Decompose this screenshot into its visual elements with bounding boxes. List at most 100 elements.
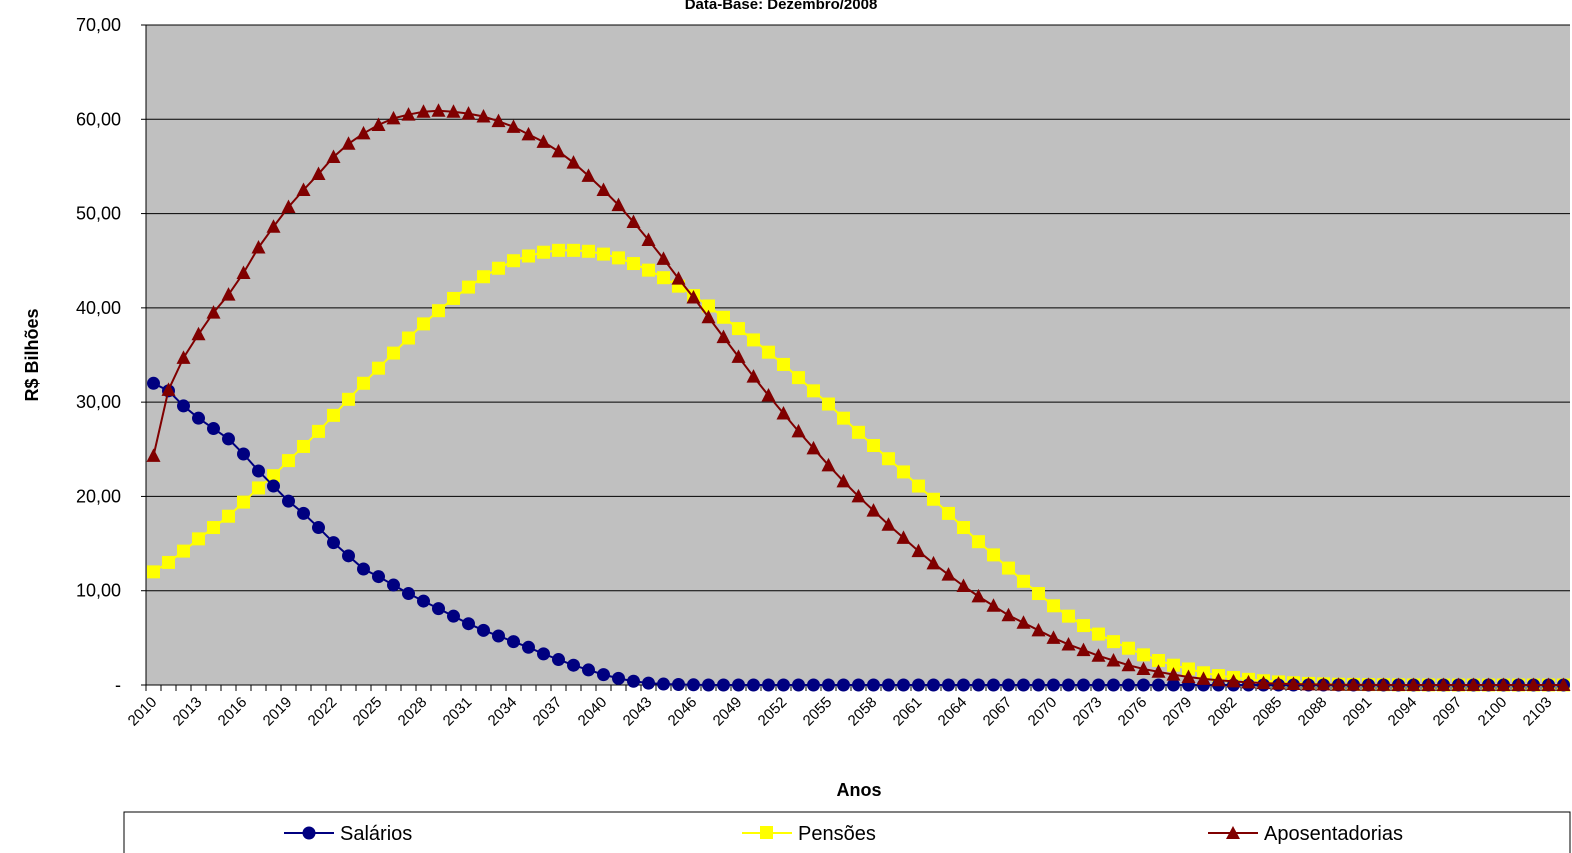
x-tick-label: 2010 [125, 694, 161, 730]
x-tick-label: 2028 [395, 694, 431, 730]
data-point [1182, 662, 1195, 676]
data-point [1122, 678, 1135, 692]
data-point [851, 488, 866, 503]
data-point [1092, 627, 1105, 641]
data-point [807, 384, 820, 398]
data-point [551, 143, 566, 158]
x-tick-label: 2034 [485, 694, 521, 730]
data-point [807, 678, 820, 692]
x-tick-label: 2082 [1205, 694, 1241, 730]
data-point [417, 317, 430, 331]
data-point [732, 678, 745, 692]
y-tick-label: 20,00 [76, 486, 121, 506]
x-tick-label: 2019 [260, 694, 296, 730]
data-point [1152, 653, 1165, 667]
x-tick-label: 2079 [1160, 694, 1196, 730]
data-point [1466, 677, 1481, 691]
data-point [492, 629, 505, 643]
data-point [1077, 678, 1090, 692]
data-point [416, 104, 431, 118]
y-axis-title: R$ Bilhões [22, 308, 42, 401]
data-point [626, 214, 641, 229]
data-point [1076, 642, 1091, 657]
data-point [1032, 587, 1045, 601]
data-point [417, 594, 430, 608]
data-point [836, 473, 851, 488]
data-point [1016, 615, 1031, 629]
data-point [1002, 678, 1015, 692]
data-point [957, 678, 970, 692]
data-point [386, 110, 401, 125]
legend-label-pensoes: Pensões [798, 823, 876, 845]
data-point [237, 447, 250, 461]
data-point [761, 388, 776, 402]
x-axis-ticks: 2010 2013 2016 2019 2022 2025 2028 2031 2034 2037… [125, 685, 1557, 730]
data-point [1226, 673, 1241, 688]
x-tick-label: 2013 [170, 694, 206, 730]
legend-item-pensoes: Pensões [742, 823, 876, 845]
data-point [597, 247, 610, 261]
data-point [882, 452, 895, 466]
data-point [236, 265, 251, 279]
data-point [357, 376, 370, 390]
data-point [612, 251, 625, 265]
data-point [867, 439, 880, 453]
data-point [746, 369, 761, 383]
x-tick-label: 2037 [530, 694, 566, 730]
data-point [1406, 677, 1421, 691]
data-point [971, 588, 986, 603]
data-point [596, 182, 611, 196]
x-tick-label: 2070 [1025, 694, 1061, 730]
data-point [581, 168, 596, 182]
data-point [986, 598, 1001, 612]
data-point [927, 492, 940, 506]
data-point [806, 440, 821, 455]
x-tick-label: 2016 [215, 694, 251, 730]
legend-label-salarios: Salários [340, 823, 412, 845]
data-point [657, 271, 670, 285]
data-point [1301, 676, 1316, 691]
x-tick-label: 2067 [980, 694, 1016, 730]
data-point [282, 454, 295, 468]
data-point [252, 464, 265, 478]
data-point [821, 457, 836, 472]
x-tick-label: 2076 [1115, 694, 1151, 730]
data-point [372, 361, 385, 375]
data-point [701, 309, 716, 324]
data-point [822, 397, 835, 411]
x-tick-label: 2100 [1475, 694, 1511, 730]
gridlines [146, 24, 1570, 592]
x-tick-label: 2022 [305, 694, 341, 730]
data-point [492, 261, 505, 275]
data-point [446, 104, 461, 118]
data-point [912, 678, 925, 692]
data-point [1556, 677, 1571, 691]
x-tick-label: 2061 [890, 694, 926, 730]
x-tick-label: 2049 [710, 694, 746, 730]
data-point [642, 263, 655, 277]
data-point [251, 240, 266, 254]
data-point [1107, 635, 1120, 649]
data-point [477, 623, 490, 637]
data-point [1047, 599, 1060, 613]
y-tick-label: 40,00 [76, 298, 121, 318]
data-point [687, 678, 700, 692]
data-point [1211, 672, 1226, 687]
data-point [566, 155, 581, 169]
x-tick-label: 2085 [1250, 694, 1286, 730]
data-point [191, 326, 206, 341]
data-point [987, 548, 1000, 562]
data-point [522, 249, 535, 263]
y-tick-label: - [115, 675, 121, 695]
data-point [267, 469, 280, 483]
data-point [146, 448, 161, 462]
chart-title: Data-Base: Dezembro/2008 [685, 0, 878, 13]
data-point [567, 658, 580, 672]
data-point [1331, 677, 1346, 691]
data-point [792, 678, 805, 692]
y-tick-label: 50,00 [76, 204, 121, 224]
data-point [371, 117, 386, 131]
data-point [267, 479, 280, 493]
data-point [1062, 678, 1075, 692]
data-point [477, 270, 490, 284]
